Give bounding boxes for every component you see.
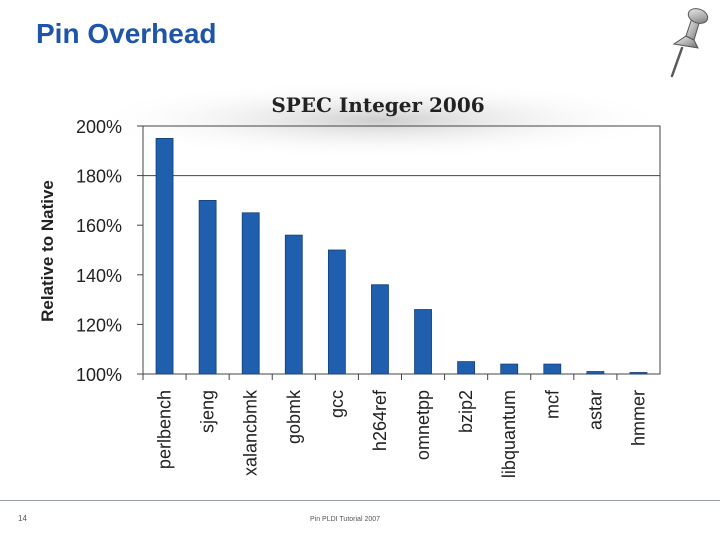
x-tick-label: hmmer (628, 390, 648, 446)
plot-area: 100% 120% 140% 160% 180% 200% perlbench sjeng xa… (76, 117, 661, 478)
bar (198, 199, 217, 375)
y-tick-label: 200% (76, 117, 122, 137)
bar (241, 212, 260, 375)
pushpin-icon (670, 8, 709, 78)
y-axis-label: Relative to Native (38, 180, 57, 322)
bar (284, 234, 303, 375)
bar (629, 372, 648, 375)
plot-frame (142, 125, 661, 375)
x-tick-label: omnetpp (413, 390, 433, 460)
x-tick-label: bzip2 (456, 390, 476, 433)
slide-title: Pin Overhead (36, 18, 217, 49)
chart-title: SPEC Integer 2006 (271, 93, 484, 117)
x-tick-label: libquantum (499, 390, 519, 478)
y-tick-label: 140% (76, 266, 122, 286)
footer-text: Pin PLDI Tutorial 2007 (309, 516, 381, 523)
bar (371, 284, 389, 375)
bar (327, 249, 346, 375)
bar (543, 363, 562, 375)
y-tick-label: 160% (76, 216, 122, 236)
bar (414, 309, 432, 375)
x-tick-label: astar (585, 390, 605, 430)
bar (500, 363, 519, 375)
x-tick-label: xalancbmk (241, 389, 261, 476)
x-tick-label: gcc (327, 390, 347, 418)
y-tick-label: 180% (76, 167, 122, 187)
x-tick-label: mcf (542, 389, 562, 419)
x-tick-label: perlbench (155, 390, 175, 469)
footer-divider (0, 500, 720, 501)
bar (457, 361, 476, 375)
x-tick-label: gobmk (284, 389, 304, 444)
x-tick-label: h264ref (370, 389, 390, 451)
bar (586, 371, 605, 375)
x-tick-label: sjeng (198, 390, 218, 433)
y-tick-label: 120% (76, 315, 122, 335)
bar (155, 137, 174, 375)
slide-number: 14 (18, 514, 27, 523)
y-tick-label: 100% (76, 365, 122, 385)
